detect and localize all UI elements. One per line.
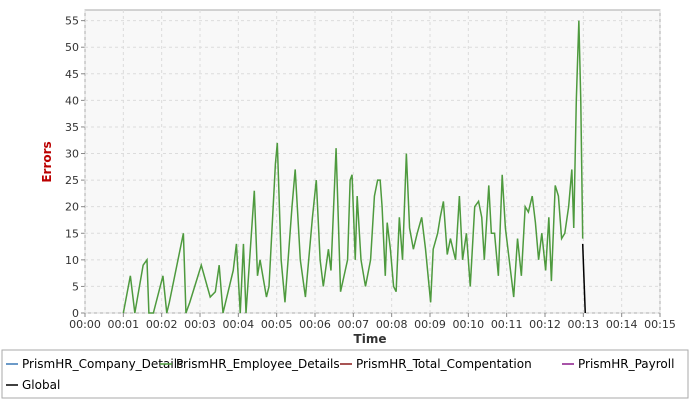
- x-tick-label: 00:10: [452, 318, 484, 331]
- series-line: [122, 20, 584, 314]
- legend-label: Global: [22, 378, 60, 392]
- x-tick-label: 00:08: [376, 318, 408, 331]
- x-tick-label: 00:01: [107, 318, 139, 331]
- y-tick-label: 15: [65, 227, 79, 240]
- y-tick-label: 25: [65, 174, 79, 187]
- y-tick-label: 20: [65, 201, 79, 214]
- legend-label: PrismHR_Employee_Details: [176, 357, 340, 371]
- x-tick-label: 00:02: [146, 318, 178, 331]
- x-tick-label: 00:06: [299, 318, 331, 331]
- legend: [1, 349, 689, 399]
- x-axis-label: Time: [354, 332, 387, 346]
- x-tick-label: 00:11: [491, 318, 523, 331]
- legend-label: PrismHR_Payroll: [578, 357, 674, 371]
- x-tick-label: 00:07: [337, 318, 369, 331]
- y-tick-label: 45: [65, 68, 79, 81]
- y-tick-label: 40: [65, 94, 79, 107]
- y-tick-label: 35: [65, 121, 79, 134]
- x-tick-label: 00:03: [184, 318, 216, 331]
- y-tick-label: 10: [65, 254, 79, 267]
- x-tick-label: 00:13: [567, 318, 599, 331]
- y-tick-label: 50: [65, 41, 79, 54]
- y-tick-label: 30: [65, 148, 79, 161]
- x-tick-label: 00:04: [222, 318, 254, 331]
- x-tick-label: 00:12: [529, 318, 561, 331]
- y-tick-label: 0: [72, 307, 79, 320]
- x-tick-label: 00:09: [414, 318, 446, 331]
- y-tick-label: 55: [65, 15, 79, 28]
- x-tick-label: 00:15: [644, 318, 676, 331]
- x-tick-label: 00:00: [69, 318, 101, 331]
- x-tick-label: 00:05: [261, 318, 293, 331]
- series-line: [581, 243, 586, 314]
- plot-area: [84, 9, 661, 314]
- x-tick-label: 00:14: [606, 318, 638, 331]
- y-tick-label: 5: [72, 280, 79, 293]
- legend-label: PrismHR_Total_Compentation: [356, 357, 532, 371]
- y-axis-label: Errors: [40, 141, 54, 182]
- legend-label: PrismHR_Company_Details: [22, 357, 183, 371]
